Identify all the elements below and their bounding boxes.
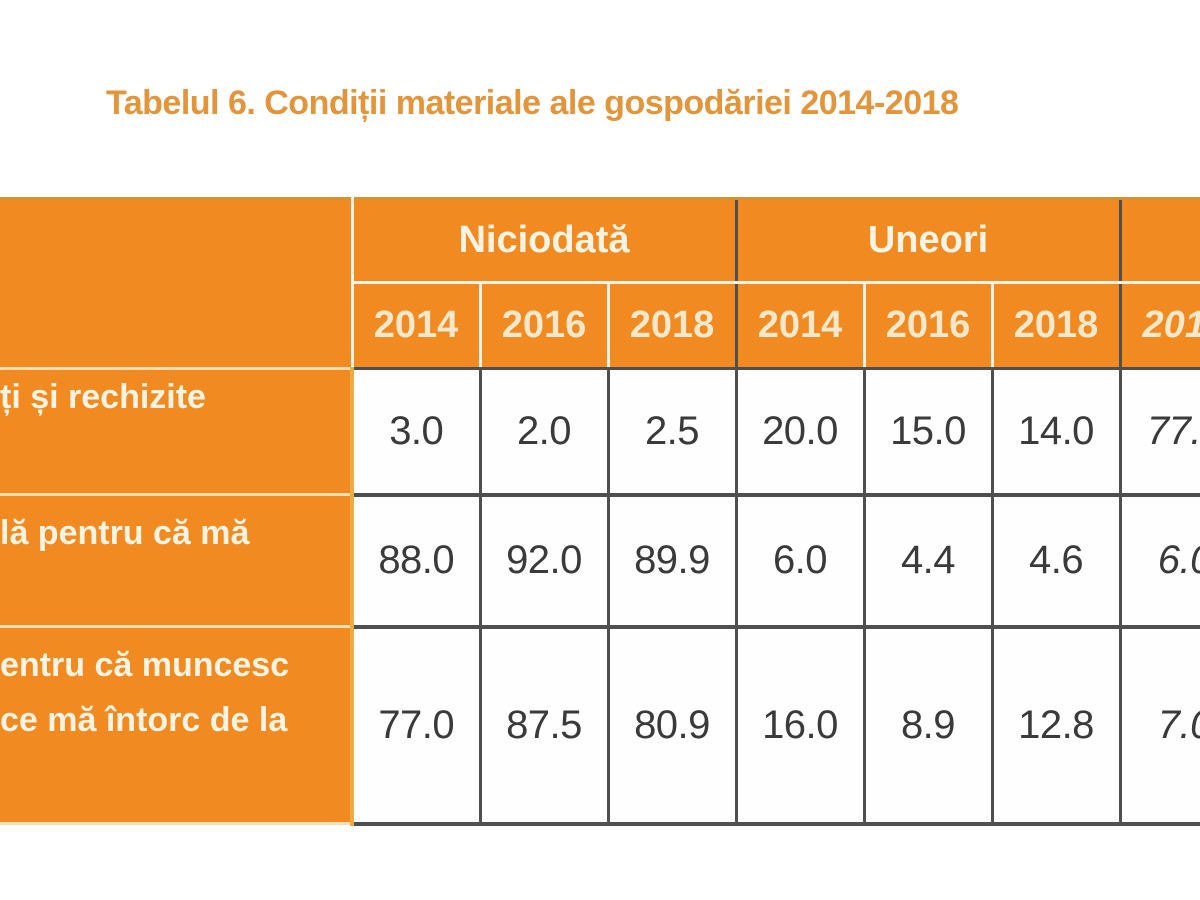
group-header-row: Niciodată Uneori — [0, 197, 1200, 370]
table-row: ți și rechizite 3.0 2.0 2.5 20.0 15.0 14… — [0, 367, 1200, 497]
year-header: 2016 — [864, 282, 994, 370]
value-cell: 16.0 — [734, 625, 864, 826]
year-header: 2014 — [736, 282, 866, 370]
value-cell: 7.0 — [1118, 625, 1200, 826]
row-label-line: ți și rechizite — [0, 378, 206, 416]
value-cell: 89.9 — [606, 493, 736, 629]
value-cell: 92.0 — [478, 493, 608, 629]
value-cell: 2.5 — [606, 367, 736, 497]
value-cell: 20.0 — [734, 367, 864, 497]
group-header-clipped — [1118, 197, 1200, 284]
table-title: Tabelul 6. Condiții materiale ale gospod… — [106, 84, 959, 122]
value-cell: 77.0 — [1118, 367, 1200, 497]
year-header: 2016 — [480, 282, 610, 370]
value-cell: 88.0 — [352, 493, 480, 629]
value-cell: 4.4 — [862, 493, 992, 629]
group-header-niciodata: Niciodată — [352, 197, 736, 284]
group-header-uneori: Uneori — [734, 197, 1121, 284]
row-label-line: lă pentru că mă — [0, 514, 250, 552]
year-header: 2014 — [1120, 282, 1200, 370]
value-cell: 77.0 — [352, 625, 480, 826]
value-cell: 2.0 — [478, 367, 608, 497]
year-header: 2014 — [352, 282, 482, 370]
row-label: entru că muncesc ce mă întorc de la — [0, 626, 354, 825]
value-cell: 14.0 — [990, 367, 1121, 497]
value-cell: 87.5 — [478, 625, 608, 826]
row-label: ți și rechizite — [0, 368, 354, 496]
corner-cell — [0, 197, 354, 370]
value-cell: 8.9 — [862, 625, 992, 826]
value-cell: 80.9 — [606, 625, 736, 826]
row-label-line: ce mă întorc de la — [0, 701, 288, 740]
year-header: 2018 — [608, 282, 738, 370]
table-row: lă pentru că mă 88.0 92.0 89.9 6.0 4.4 4… — [0, 493, 1200, 629]
value-cell: 4.6 — [990, 493, 1121, 629]
table-row: entru că muncesc ce mă întorc de la 77.0… — [0, 625, 1200, 826]
value-cell: 3.0 — [352, 367, 480, 497]
year-header: 2018 — [992, 282, 1122, 370]
value-cell: 15.0 — [862, 367, 992, 497]
data-table: Niciodată Uneori 2014 2016 2018 2014 201… — [0, 197, 1200, 826]
year-header-row: 2014 2016 2018 2014 2016 2018 2014 — [0, 282, 1200, 370]
value-cell: 12.8 — [990, 625, 1121, 826]
row-label: lă pentru că mă — [0, 494, 354, 628]
value-cell: 6.0 — [734, 493, 864, 629]
row-label-line: entru că muncesc — [0, 646, 290, 684]
value-cell: 6.0 — [1118, 493, 1200, 629]
